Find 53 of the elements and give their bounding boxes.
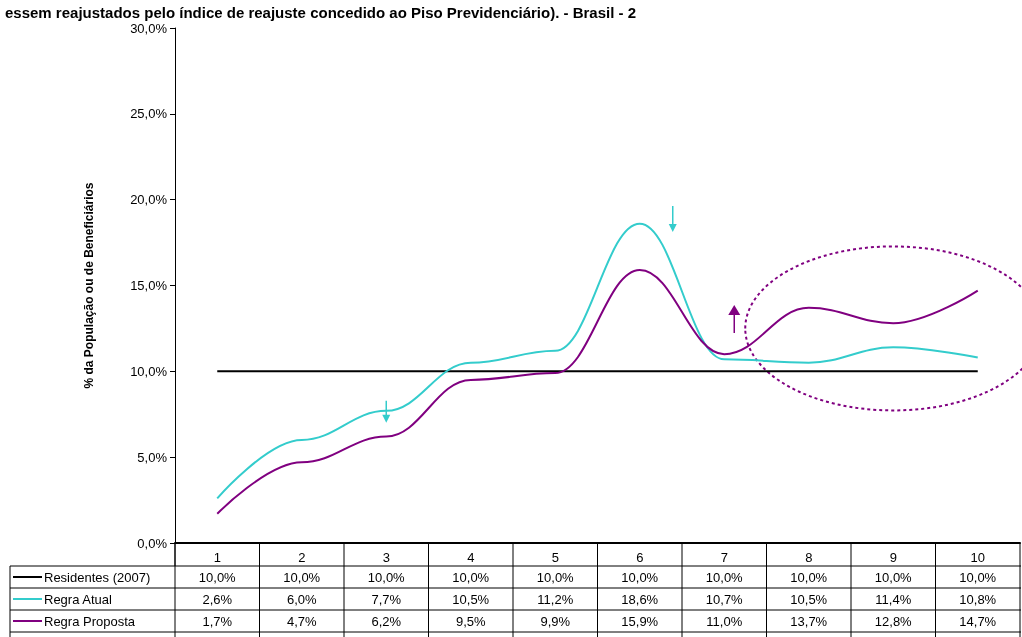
legend-label: Regra Atual bbox=[44, 591, 113, 607]
y-tick-label: 5,0% bbox=[137, 449, 168, 465]
data-label: 6,0% bbox=[286, 591, 317, 607]
data-label: 15,9% bbox=[621, 613, 659, 629]
data-label: 10,8% bbox=[959, 591, 997, 607]
y-axis-title: % da População ou de Beneficiários bbox=[82, 182, 96, 389]
x-tick-label: 1 bbox=[213, 550, 221, 565]
data-label: 1,7% bbox=[202, 613, 233, 629]
y-tick-label: 0,0% bbox=[137, 535, 168, 551]
data-label: 10,5% bbox=[790, 591, 828, 607]
data-label: 9,9% bbox=[540, 613, 571, 629]
chart-title: essem reajustados pelo índice de reajuste concedido ao Piso Previdenciário). - Brasil - 2 bbox=[5, 4, 637, 21]
y-tick-label: 15,0% bbox=[130, 278, 168, 293]
data-label: 7,7% bbox=[371, 591, 402, 607]
data-label: 4,7% bbox=[286, 613, 317, 629]
x-tick-label: 3 bbox=[382, 550, 390, 565]
data-label: 6,2% bbox=[371, 613, 402, 629]
data-label: 11,4% bbox=[875, 591, 912, 607]
data-label: 10,0% bbox=[959, 569, 997, 585]
x-tick-label: 6 bbox=[636, 550, 644, 565]
legend-label: Regra Proposta bbox=[44, 613, 136, 629]
data-label: 9,5% bbox=[455, 613, 486, 629]
line-series bbox=[216, 222, 979, 500]
data-label: 13,7% bbox=[790, 613, 828, 629]
data-label: 2,6% bbox=[202, 591, 233, 607]
data-label: 18,6% bbox=[621, 591, 659, 607]
x-tick-label: 9 bbox=[889, 550, 897, 565]
data-label: 12,8% bbox=[874, 613, 913, 629]
data-label: 10,7% bbox=[705, 591, 744, 607]
data-label: 10,0% bbox=[874, 569, 913, 585]
x-tick-label: 2 bbox=[298, 550, 306, 565]
y-tick-label: 20,0% bbox=[130, 192, 168, 208]
data-label: 10,0% bbox=[705, 569, 744, 585]
data-label: 11,0% bbox=[706, 613, 743, 629]
x-tick-label: 8 bbox=[805, 550, 813, 565]
y-tick-label: 25,0% bbox=[130, 106, 168, 122]
data-label: 10,0% bbox=[536, 569, 575, 585]
data-label: 10,0% bbox=[790, 569, 828, 585]
data-label: 10,5% bbox=[452, 591, 490, 607]
y-tick-label: 10,0% bbox=[130, 363, 168, 379]
x-tick-label: 5 bbox=[551, 550, 559, 565]
data-label: 10,0% bbox=[367, 569, 406, 585]
legend-label: Residentes (2007) bbox=[44, 569, 151, 585]
x-tick-label: 10 bbox=[970, 550, 985, 565]
data-label: 10,0% bbox=[621, 569, 659, 585]
x-tick-label: 7 bbox=[720, 550, 728, 565]
data-label: 10,0% bbox=[198, 569, 237, 585]
data-label: 14,7% bbox=[959, 613, 997, 629]
x-tick-label: 4 bbox=[467, 550, 475, 565]
y-tick-label: 30,0% bbox=[130, 20, 168, 36]
data-label: 10,0% bbox=[283, 569, 321, 585]
data-label: 11,2% bbox=[537, 591, 574, 607]
data-label: 10,0% bbox=[452, 569, 490, 585]
